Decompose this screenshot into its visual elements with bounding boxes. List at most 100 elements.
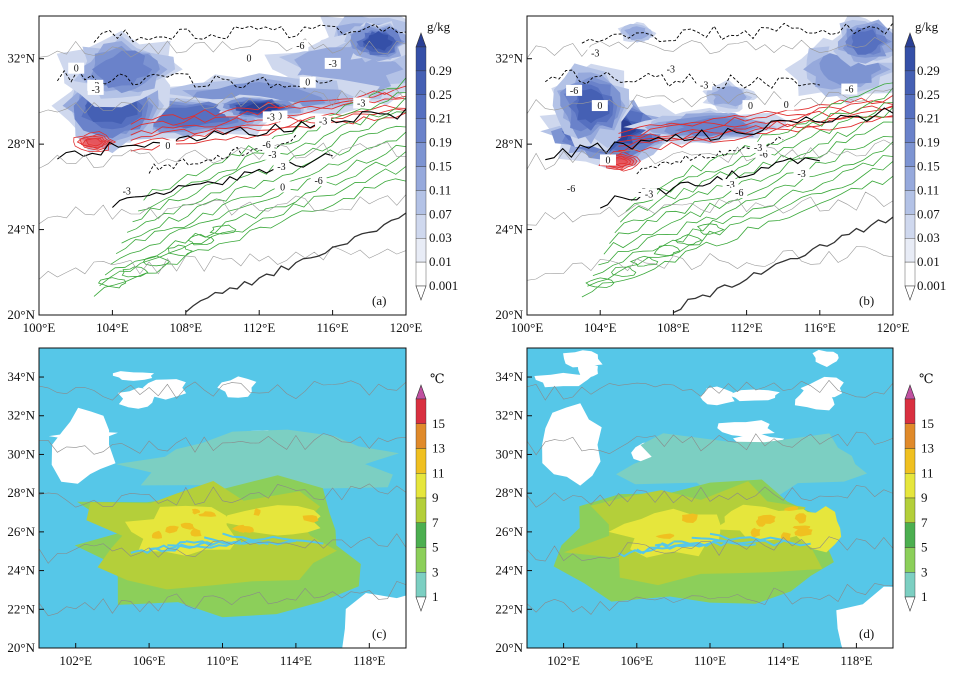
red-contour-line [130,104,406,141]
temp-gap [700,386,735,406]
contour-label: 0 [74,64,79,75]
contour-label: -3 [797,169,805,180]
y-tick-label: 24°N [7,563,35,578]
contour-label: -6 [262,140,270,151]
coastline [673,216,893,314]
y-tick-label: 20°N [7,307,35,322]
y-tick-label: 28°N [495,485,523,500]
red-contour-patch [85,138,104,147]
colorbar-unit: ℃ [919,371,934,386]
colorbar-extend-top [415,384,427,400]
green-contour-line [115,131,406,255]
temp-level-11 [180,522,195,530]
colorbar-extend-top [904,384,916,400]
red-contour-line [130,112,406,152]
colorbar-tick-label: 0.29 [917,63,940,78]
x-tick-label: 102°E [59,653,92,668]
contour-label: -3 [267,112,275,123]
panel-a: -3-6-30-3-3-6-6-300-3-30-30-30 0.290.250… [7,15,458,335]
axes-d: 102°E 106°E 110°E 114°E 118°E 20°N 22°N 24°N 26°… [495,347,894,668]
province-boundary [527,191,893,226]
panel-label: (b) [859,293,874,308]
colorbar-extend-bottom [904,285,916,301]
colorbar-segment [415,423,427,449]
contour-label-bg [731,186,748,198]
colorbar-segment [415,70,427,96]
contour-label-bg [755,148,772,160]
contour-label: -3 [357,98,365,109]
temp-gap [217,376,257,398]
temp-level-11 [238,526,254,533]
temp-gap [342,593,406,648]
black-contour-solid [545,107,893,161]
province-boundary [527,379,893,401]
y-tick-label: 20°N [495,640,523,655]
contour-label: 0 [280,182,285,193]
black-contour-dashed [581,22,893,44]
green-contour-line [104,151,406,276]
colorbar-segment [415,522,427,548]
contour-label-bg [353,97,370,109]
contour-label-bg [750,141,767,153]
y-tick-label: 24°N [495,563,523,578]
contour-label-bg [299,76,316,88]
colorbar-tick-label: 0.01 [429,254,452,269]
province-boundary [39,483,406,508]
green-contour-blob [610,266,637,277]
temp-gap [577,361,598,378]
plot-frame [38,15,407,316]
map-plot-b: -6-3-6-30-6-3-3-6-6-3-30-30-30 [527,16,893,315]
temp-channel [167,540,241,549]
contour-label-bg [274,181,291,193]
map-plot-a: -3-6-30-3-3-6-6-300-3-30-30-30 [39,16,406,315]
colorbar-tick-label: 0.03 [429,230,452,245]
temp-channel [222,532,324,545]
province-boundary [527,583,893,615]
colorbar-tick-label: 3 [432,564,439,579]
contour-label-bg [696,79,713,91]
colorbar-tick-label: 0.15 [429,159,452,174]
contour-label-bg [159,140,176,152]
province-boundary [527,431,893,456]
qi-shaded-region [240,102,280,113]
y-tick-label: 28°N [495,136,523,151]
green-contour-line [603,136,893,255]
temp-level-11 [755,517,766,527]
colorbar-tick-label: 0.25 [429,87,452,102]
colorbar-segment [415,448,427,474]
y-tick-label: 22°N [495,601,523,616]
colorbar-tick-label: 0.21 [917,111,940,126]
map-plot-c [39,348,406,648]
y-tick-label: 32°N [495,408,523,423]
y-tick-label: 24°N [7,222,35,237]
province-boundary [39,380,406,401]
colorbar-tick-label: 9 [921,490,928,505]
colorbar-extend-top [904,32,916,48]
contour-label-bg [292,40,309,52]
colorbar-segment [415,473,427,499]
colorbar-segment [415,237,427,263]
y-tick-label: 20°N [495,307,523,322]
contour-label-bg [118,185,135,197]
x-tick-label: 114°E [280,653,312,668]
colorbar-extend-top [415,32,427,48]
green-contour-blob [585,277,615,288]
contour-label: -3 [645,190,653,201]
colorbar-segment [904,423,916,449]
temp-level-3 [616,433,867,500]
green-contour-line [587,160,893,287]
temp-gap [563,350,603,368]
y-tick-label: 32°N [495,51,523,66]
x-tick-label: 110°E [206,653,238,668]
y-tick-label: 26°N [495,524,523,539]
contour-label-bg [273,160,290,172]
contour-label: -3 [123,187,131,198]
red-contour-line [618,105,893,143]
colorbar-tick-label: 13 [921,441,934,456]
colorbar-segment [904,237,916,263]
black-contour-solid [599,157,820,209]
temp-level-11 [682,513,698,523]
temp-level-11 [253,508,261,516]
plot-frame [526,15,894,316]
contour-label-bg [68,62,85,74]
